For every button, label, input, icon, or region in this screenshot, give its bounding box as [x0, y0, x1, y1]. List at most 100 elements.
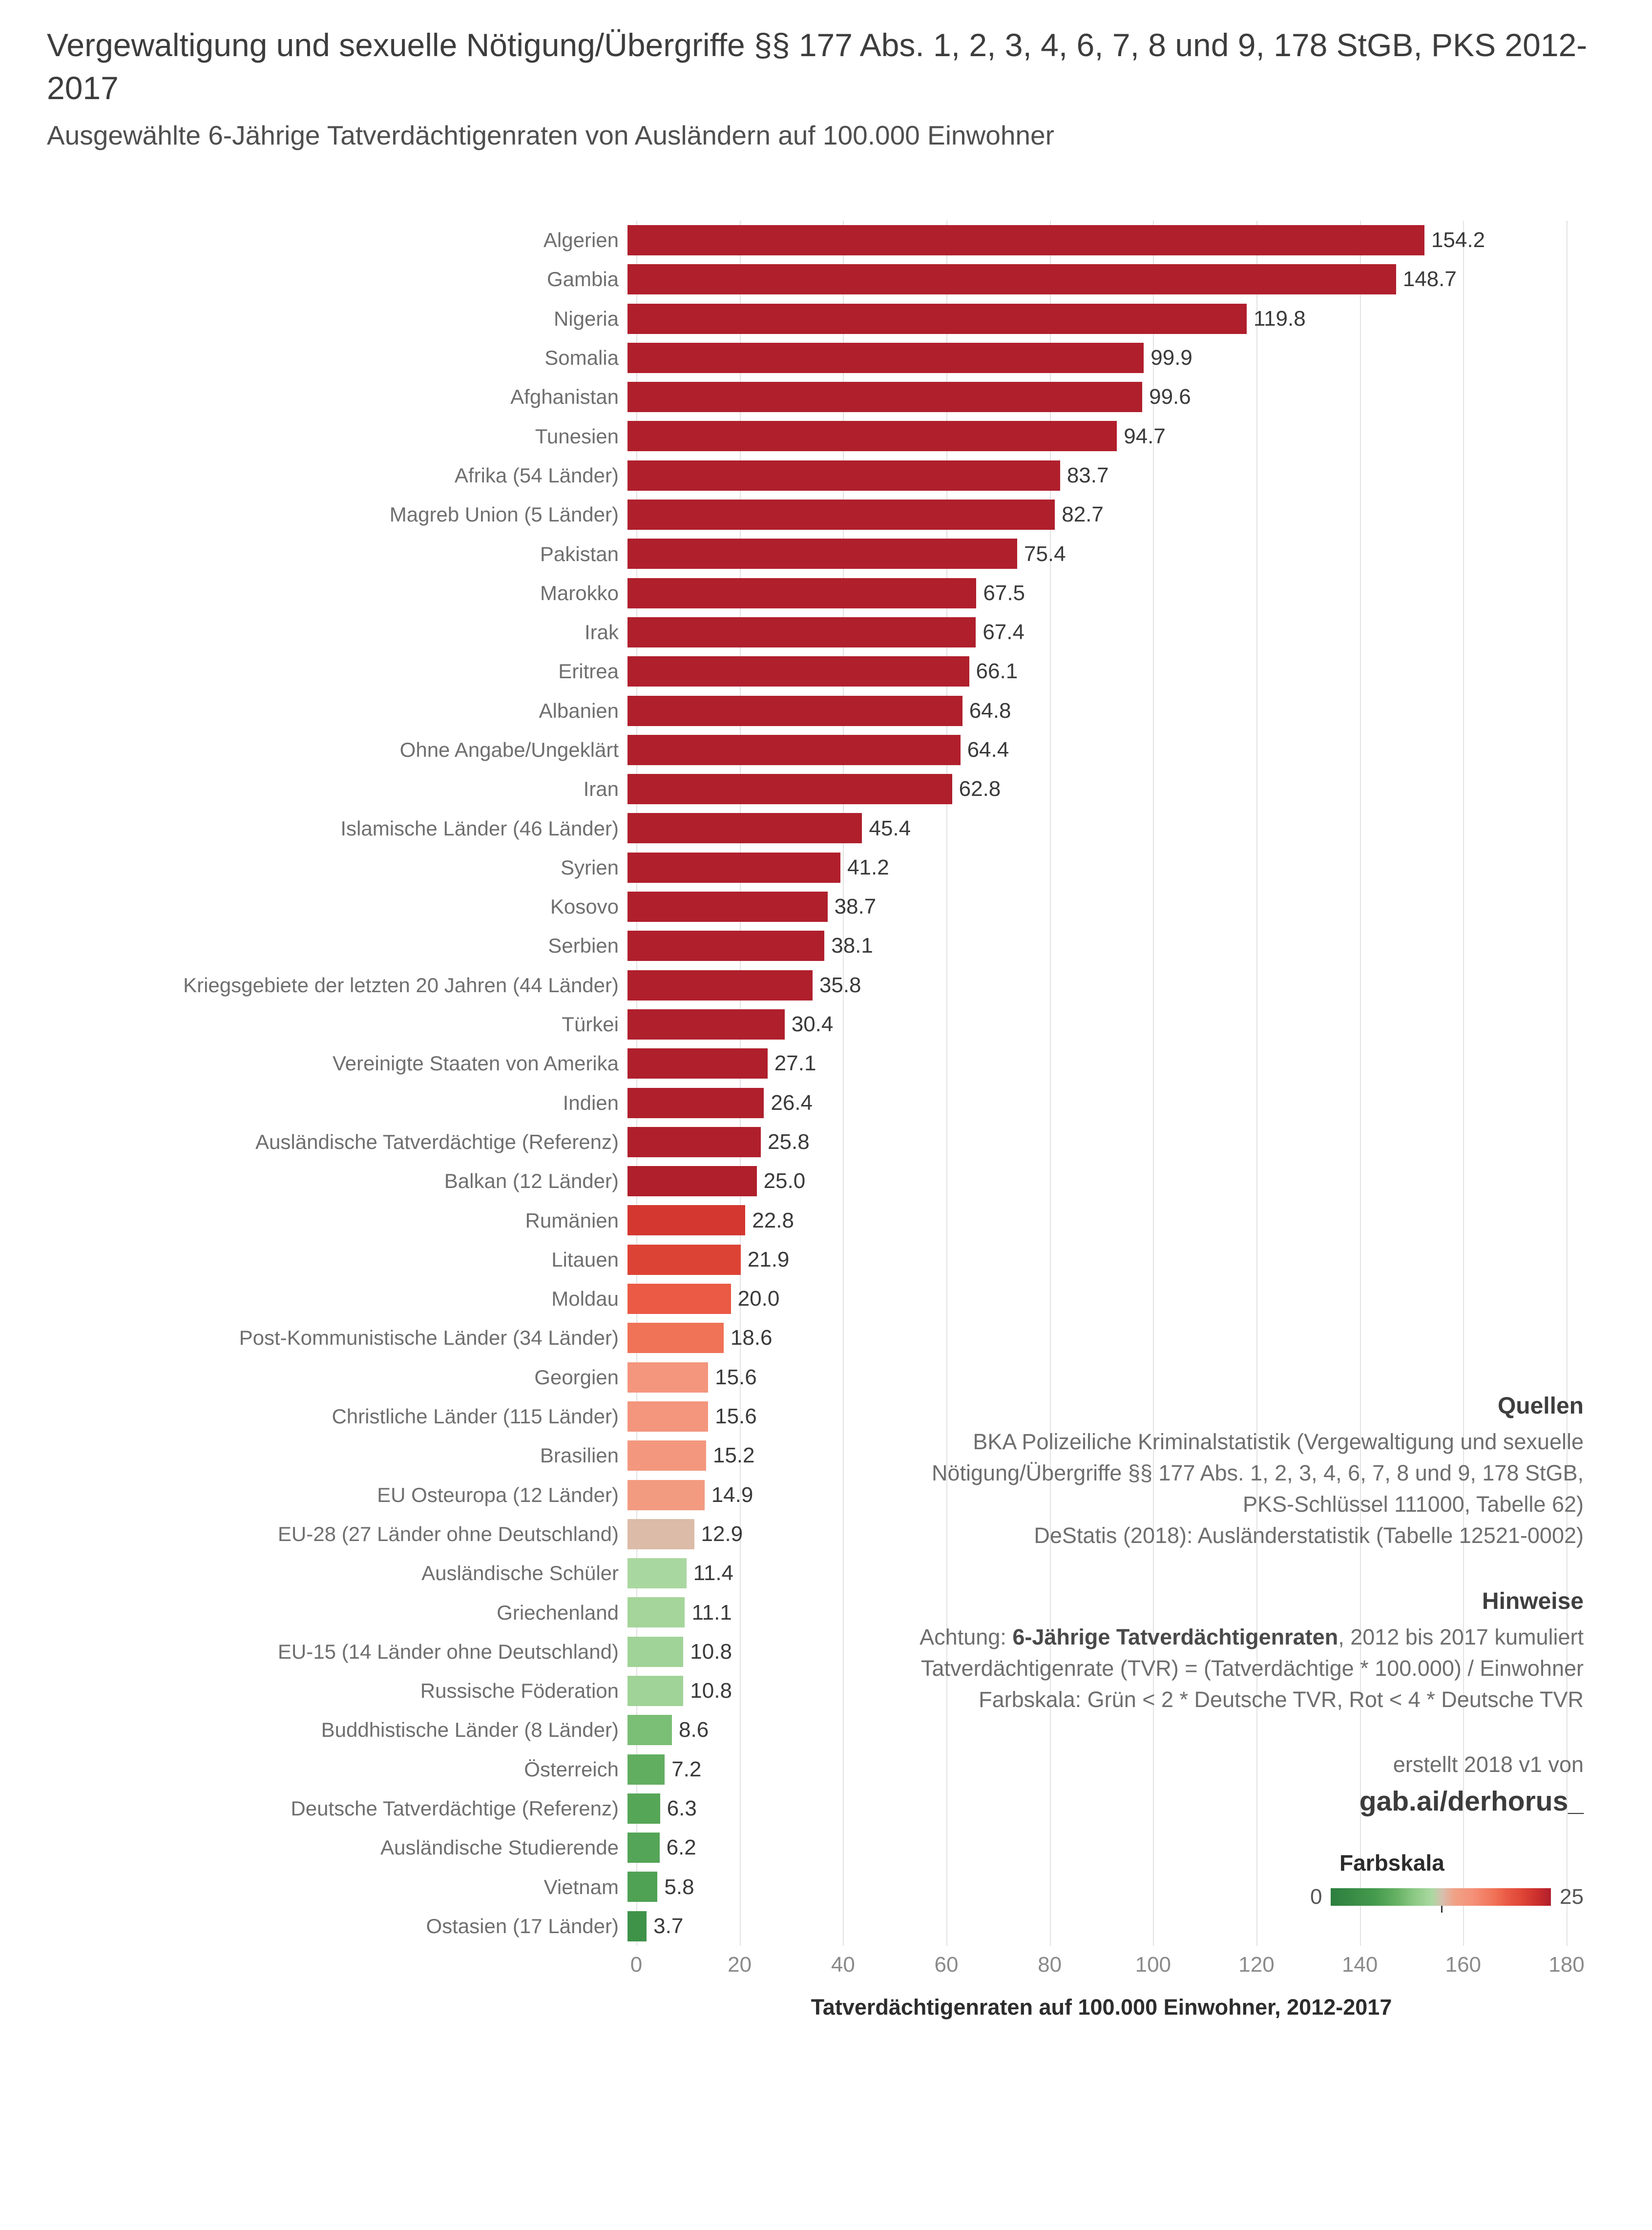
bar	[627, 303, 1247, 334]
bar	[627, 931, 825, 961]
bar-track: 27.1	[627, 1044, 1558, 1083]
bar-track: 82.7	[627, 495, 1558, 534]
bar	[627, 1048, 768, 1079]
bar	[627, 1675, 684, 1706]
value-label: 10.8	[690, 1639, 732, 1664]
category-label: Albanien	[539, 699, 619, 722]
value-label: 14.9	[711, 1482, 753, 1507]
value-label: 15.2	[712, 1443, 755, 1468]
value-label: 21.9	[747, 1247, 790, 1271]
category-label: Rumänien	[525, 1209, 619, 1232]
x-tick-label: 180	[1548, 1953, 1585, 1977]
bar	[627, 852, 841, 883]
category-label: Brasilien	[540, 1444, 619, 1467]
category-label: Islamische Länder (46 Länder)	[340, 816, 619, 840]
value-label: 15.6	[715, 1404, 757, 1429]
category-label: Vietnam	[544, 1875, 619, 1898]
category-label: Ausländische Studierende	[380, 1836, 619, 1859]
bar	[627, 421, 1117, 452]
bar-row: Brasilien 15.2	[0, 1436, 1652, 1475]
value-label: 94.7	[1124, 424, 1166, 448]
bar-row: Österreich 7.2	[0, 1750, 1652, 1789]
bar-track: 15.2	[627, 1436, 1558, 1475]
value-label: 15.6	[715, 1365, 757, 1389]
value-label: 64.4	[967, 738, 1009, 762]
bar	[627, 734, 961, 765]
bar-track: 99.9	[627, 338, 1558, 377]
category-label: Russische Föderation	[420, 1679, 619, 1703]
bar	[627, 1401, 709, 1432]
value-label: 6.3	[667, 1796, 697, 1821]
legend-max-label: 25	[1560, 1885, 1584, 1909]
bar	[627, 656, 969, 687]
credit-line: erstellt 2018 v1 von	[1393, 1752, 1584, 1777]
bar-track: 7.2	[627, 1750, 1558, 1789]
bar-row: Ostasien (17 Länder) 3.7	[0, 1907, 1652, 1946]
bar	[627, 1833, 660, 1863]
category-label: Irak	[584, 621, 619, 644]
category-label: Iran	[583, 777, 619, 801]
bar-row: Iran 62.8	[0, 770, 1652, 809]
legend-tick	[1441, 1906, 1443, 1913]
bar-row: Ohne Angabe/Ungeklärt 64.4	[0, 730, 1652, 770]
legend-title: Farbskala	[1339, 1850, 1444, 1876]
gridline	[1463, 221, 1464, 1946]
chart-subtitle: Ausgewählte 6-Jährige Tatverdächtigenrat…	[47, 120, 1054, 150]
bar-row: Albanien 64.8	[0, 691, 1652, 730]
value-label: 7.2	[671, 1757, 702, 1781]
chart-title: Vergewaltigung und sexuelle Nötigung/Übe…	[47, 27, 1588, 106]
bar	[627, 1362, 709, 1393]
category-label: Kriegsgebiete der letzten 20 Jahren (44 …	[183, 973, 619, 997]
value-label: 38.1	[831, 934, 873, 958]
category-label: EU-15 (14 Länder ohne Deutschland)	[277, 1640, 619, 1663]
bar	[627, 539, 1017, 569]
bar-track: 75.4	[627, 534, 1558, 573]
bar-row: Deutsche Tatverdächtige (Referenz) 6.3	[0, 1789, 1652, 1828]
bar-track: 83.7	[627, 456, 1558, 495]
bar-row: Rumänien 22.8	[0, 1201, 1652, 1240]
bar-row: Ausländische Schüler 11.4	[0, 1554, 1652, 1593]
value-label: 30.4	[791, 1012, 834, 1037]
bar-row: Moldau 20.0	[0, 1279, 1652, 1318]
category-label: Deutsche Tatverdächtige (Referenz)	[291, 1797, 619, 1820]
bar-track: 38.1	[627, 926, 1558, 965]
bar	[627, 264, 1396, 295]
x-tick-label: 140	[1341, 1953, 1378, 1977]
category-label: Buddhistische Länder (8 Länder)	[321, 1718, 619, 1742]
bar-track: 10.8	[627, 1671, 1558, 1710]
category-label: Somalia	[544, 346, 619, 370]
source-line: DeStatis (2018): Ausländerstatistik (Tab…	[1034, 1522, 1584, 1548]
bar-row: Russische Föderation 10.8	[0, 1671, 1652, 1710]
bar	[627, 1323, 724, 1354]
value-label: 12.9	[701, 1521, 743, 1546]
bar-track: 20.0	[627, 1279, 1558, 1318]
value-label: 154.2	[1431, 228, 1485, 252]
gridline	[739, 221, 741, 1946]
bar-track: 5.8	[627, 1867, 1558, 1906]
bar-track: 64.8	[627, 691, 1558, 730]
bar-row: Marokko 67.5	[0, 574, 1652, 613]
bar-track: 64.4	[627, 730, 1558, 770]
bar	[627, 578, 977, 608]
category-label: Eritrea	[558, 660, 619, 683]
bar-row: Nigeria 119.8	[0, 299, 1652, 338]
value-label: 11.4	[693, 1561, 734, 1585]
value-label: 41.2	[847, 855, 889, 879]
value-label: 83.7	[1066, 463, 1109, 487]
notes-heading: Hinweise	[1482, 1588, 1584, 1614]
category-label: Gambia	[546, 268, 619, 291]
bar	[627, 1754, 665, 1785]
value-label: 5.8	[664, 1875, 694, 1899]
category-label: Balkan (12 Länder)	[444, 1169, 619, 1193]
bar	[627, 1558, 687, 1589]
bar-row: Ausländische Studierende 6.2	[0, 1828, 1652, 1867]
bar-row: Tunesien 94.7	[0, 417, 1652, 456]
value-label: 10.8	[690, 1679, 732, 1703]
bar-row: Pakistan 75.4	[0, 534, 1652, 573]
bar	[627, 500, 1055, 530]
value-label: 11.1	[691, 1600, 732, 1625]
legend-gradient	[1331, 1888, 1551, 1913]
bar	[627, 1793, 660, 1824]
gridline	[636, 221, 637, 1946]
bar-track: 21.9	[627, 1240, 1558, 1279]
